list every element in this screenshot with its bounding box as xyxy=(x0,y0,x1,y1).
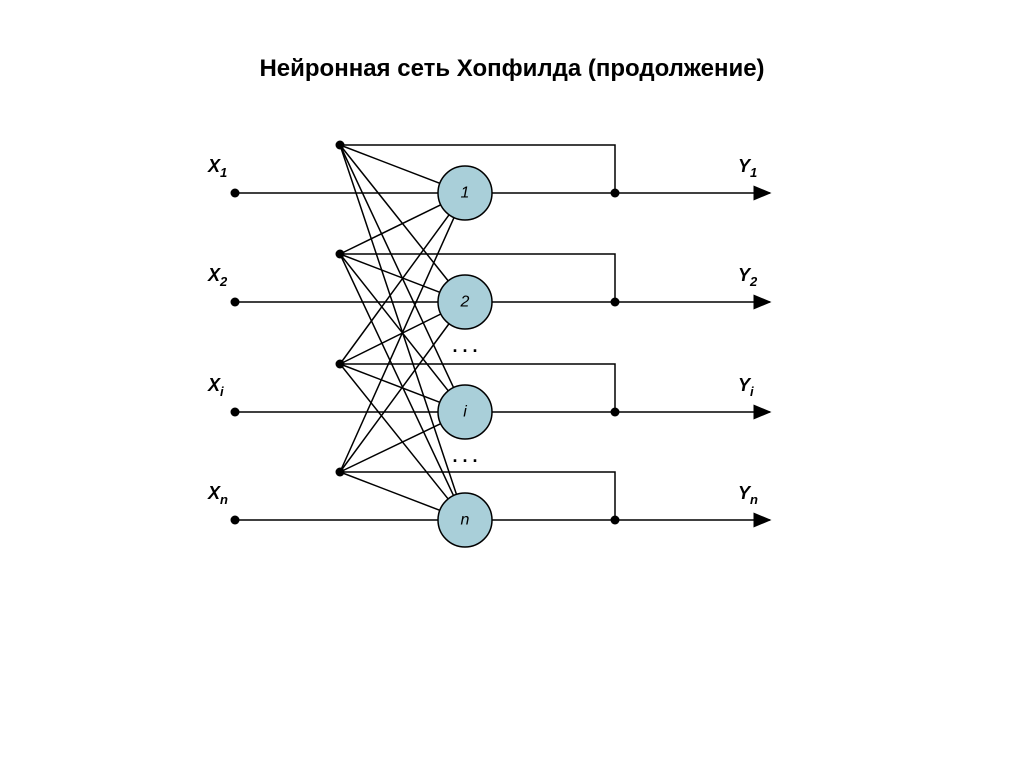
output-label-0: Y1 xyxy=(738,156,757,180)
hopfield-diagram: 1 2 i n X1 X2 Xi Xn Y1 Y2 Yi Yn . . . . . . xyxy=(0,0,1024,768)
ellipsis-1: . . . xyxy=(452,446,477,466)
input-label-3: Xn xyxy=(207,483,228,507)
input-label-1: X2 xyxy=(207,265,228,289)
feedback-dot-1 xyxy=(336,250,345,259)
input-dot-0 xyxy=(231,189,240,198)
feedback-dot-0 xyxy=(336,141,345,150)
input-label-2: Xi xyxy=(207,375,224,399)
cross-edge-3-3 xyxy=(340,472,440,510)
ellipsis-0: . . . xyxy=(452,336,477,356)
feedback-dot-2 xyxy=(336,360,345,369)
feedback-dot-3 xyxy=(336,468,345,477)
output-dot-1 xyxy=(611,298,620,307)
output-dot-2 xyxy=(611,408,620,417)
output-label-2: Yi xyxy=(738,375,754,399)
neuron-label-0: 1 xyxy=(461,185,470,202)
input-dot-3 xyxy=(231,516,240,525)
input-dot-1 xyxy=(231,298,240,307)
input-dot-2 xyxy=(231,408,240,417)
output-dot-3 xyxy=(611,516,620,525)
output-label-1: Y2 xyxy=(738,265,758,289)
output-label-3: Yn xyxy=(738,483,758,507)
output-dot-0 xyxy=(611,189,620,198)
input-label-0: X1 xyxy=(207,156,227,180)
neuron-label-3: n xyxy=(461,512,470,529)
neuron-label-1: 2 xyxy=(460,294,470,311)
neuron-label-2: i xyxy=(463,404,467,421)
cross-edge-3-2 xyxy=(340,424,441,472)
